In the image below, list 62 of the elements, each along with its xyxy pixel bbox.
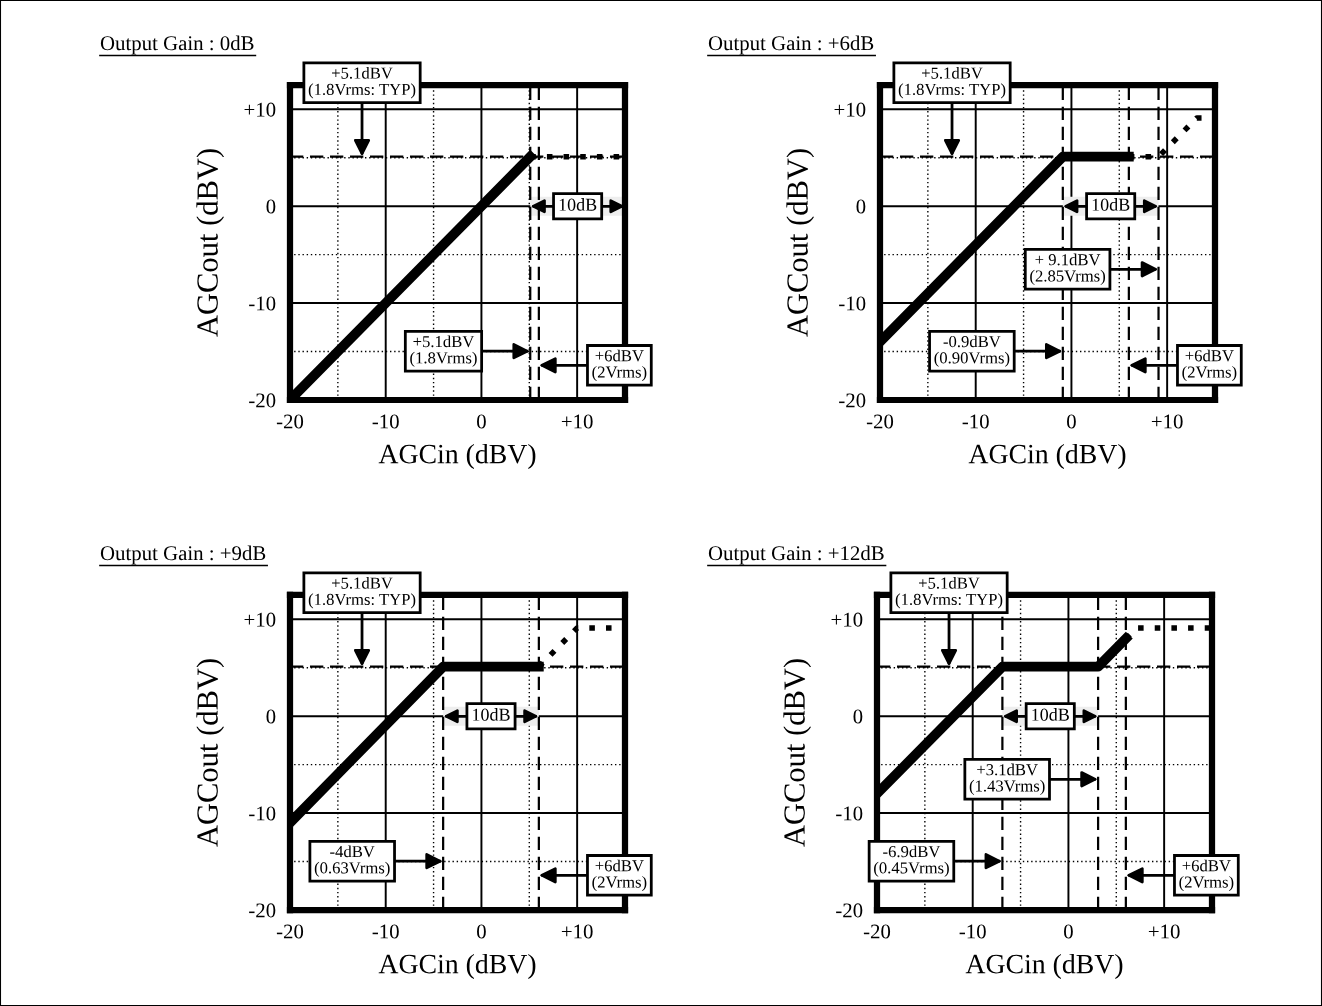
x-tick-label: -20: [276, 924, 304, 939]
y-tick-label: -10: [836, 806, 863, 821]
x-axis-title: AGCin (dBV): [378, 443, 536, 470]
y-tick-label: +10: [244, 102, 276, 117]
y-tick-label: 0: [853, 709, 863, 724]
band-label: 10dB: [473, 708, 510, 721]
x-axis-title: AGCin (dBV): [968, 443, 1126, 470]
x-tick-label: +10: [1151, 414, 1183, 429]
y-tick-label: -20: [249, 393, 276, 408]
y-tick-label: +10: [834, 102, 866, 117]
ref-line-label: -6.9dBV (0.45Vrms): [874, 845, 949, 877]
x-tick-label: -20: [863, 924, 891, 939]
ref-line-label: -0.9dBV (0.90Vrms): [934, 335, 1010, 367]
ref-line-label: +6dBV (2Vrms): [592, 349, 647, 382]
y-axis-title: AGCout (dBV): [786, 149, 815, 337]
x-tick-label: +10: [561, 414, 593, 429]
y-tick-label: +10: [831, 612, 863, 627]
ref-line-label: + 9.1dBV (2.85Vrms): [1030, 253, 1106, 285]
x-tick-label: -20: [866, 414, 894, 429]
band-label: 10dB: [1092, 198, 1130, 211]
chart-title: Output Gain : 0dB: [100, 35, 254, 55]
y-tick-label: 0: [266, 199, 276, 214]
y-tick-label: -20: [839, 393, 866, 408]
y-axis-title: AGCout (dBV): [783, 659, 812, 847]
y-tick-label: 0: [856, 199, 866, 214]
x-tick-label: -10: [962, 414, 989, 429]
x-tick-label: 0: [1067, 414, 1076, 429]
x-tick-label: 0: [1064, 924, 1073, 939]
y-axis-title: AGCout (dBV): [196, 659, 225, 847]
ref-line-label: +5.1dBV (1.8Vrms): [410, 335, 477, 367]
ref-line-label: -4dBV (0.63Vrms): [314, 845, 390, 877]
ref-line-label: +3.1dBV (1.43Vrms): [969, 763, 1045, 795]
x-tick-label: -10: [372, 924, 399, 939]
x-tick-label: -10: [372, 414, 399, 429]
x-tick-label: 0: [477, 924, 486, 939]
x-axis-title: AGCin (dBV): [378, 953, 536, 980]
y-tick-label: +10: [244, 612, 276, 627]
x-tick-label: 0: [477, 414, 486, 429]
ref-line-label: +5.1dBV (1.8Vrms: TYP): [895, 577, 1003, 609]
ref-line-label: +5.1dBV (1.8Vrms: TYP): [308, 67, 416, 99]
y-tick-label: -20: [249, 903, 276, 918]
ref-line-label: +6dBV (2Vrms): [1182, 349, 1237, 382]
ref-line-label: +6dBV (2Vrms): [1179, 859, 1234, 892]
chart-title: Output Gain : +6dB: [708, 35, 874, 55]
x-tick-label: +10: [1148, 924, 1180, 939]
x-axis-title: AGCin (dBV): [965, 953, 1123, 980]
y-tick-label: -10: [249, 296, 276, 311]
y-tick-label: -10: [249, 806, 276, 821]
x-tick-label: +10: [561, 924, 593, 939]
band-label: 10dB: [1032, 708, 1069, 721]
chart-title: Output Gain : +9dB: [100, 545, 266, 565]
ref-line-label: +5.1dBV (1.8Vrms: TYP): [308, 577, 416, 609]
y-tick-label: -20: [836, 903, 863, 918]
y-axis-title: AGCout (dBV): [196, 149, 225, 337]
ref-line-label: +6dBV (2Vrms): [592, 859, 647, 892]
chart-title: Output Gain : +12dB: [708, 545, 884, 565]
y-tick-label: -10: [839, 296, 866, 311]
x-tick-label: -20: [276, 414, 304, 429]
y-tick-label: 0: [266, 709, 276, 724]
x-tick-label: -10: [959, 924, 986, 939]
ref-line-label: +5.1dBV (1.8Vrms: TYP): [898, 67, 1006, 99]
band-label: 10dB: [559, 198, 597, 211]
